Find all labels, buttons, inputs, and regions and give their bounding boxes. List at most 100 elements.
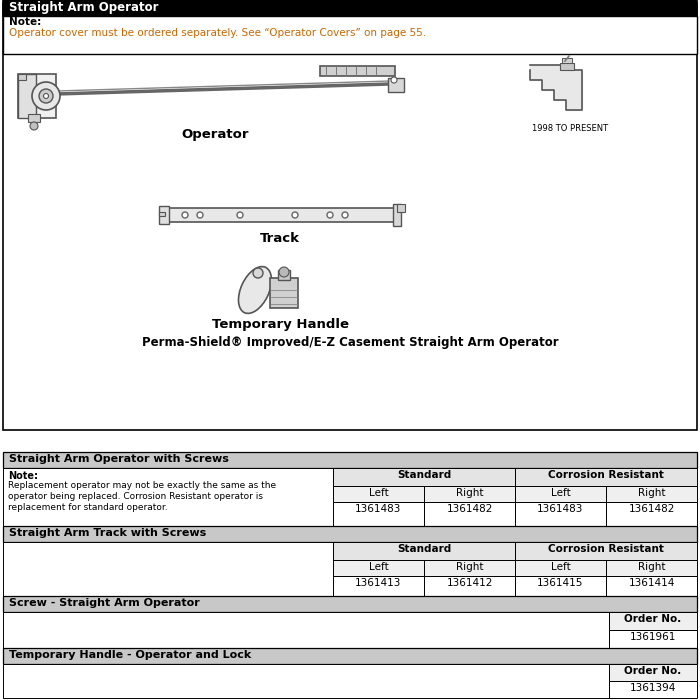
Bar bbox=[515, 560, 606, 576]
Bar bbox=[515, 486, 606, 502]
Text: Straight Arm Track with Screws: Straight Arm Track with Screws bbox=[9, 528, 206, 538]
Bar bbox=[333, 576, 424, 596]
Bar bbox=[606, 576, 697, 596]
Bar bbox=[424, 502, 515, 526]
Text: Perma-Shield® Improved/E-Z Casement Straight Arm Operator: Perma-Shield® Improved/E-Z Casement Stra… bbox=[141, 336, 559, 349]
Bar bbox=[159, 206, 169, 224]
Bar bbox=[388, 78, 404, 92]
Bar bbox=[562, 58, 572, 63]
Text: 1361412: 1361412 bbox=[447, 578, 493, 588]
Circle shape bbox=[32, 82, 60, 110]
Bar bbox=[515, 576, 606, 596]
Bar bbox=[515, 468, 697, 486]
Bar bbox=[609, 681, 697, 698]
Text: Corrosion Resistant: Corrosion Resistant bbox=[548, 470, 664, 480]
Bar bbox=[333, 542, 515, 560]
Circle shape bbox=[327, 212, 333, 218]
Bar bbox=[424, 576, 515, 596]
Text: 1361483: 1361483 bbox=[538, 504, 584, 514]
Text: Left: Left bbox=[551, 488, 570, 498]
Bar bbox=[165, 208, 395, 222]
Text: Right: Right bbox=[638, 562, 665, 572]
Circle shape bbox=[43, 94, 48, 99]
Text: Left: Left bbox=[369, 562, 389, 572]
Bar bbox=[515, 502, 606, 526]
Text: Operator: Operator bbox=[181, 128, 248, 141]
Bar bbox=[18, 74, 56, 118]
Text: 1998 TO PRESENT: 1998 TO PRESENT bbox=[532, 124, 608, 133]
Text: Left: Left bbox=[551, 562, 570, 572]
Bar bbox=[333, 468, 515, 486]
Bar bbox=[3, 0, 697, 16]
Circle shape bbox=[292, 212, 298, 218]
Bar bbox=[28, 114, 40, 122]
Text: Right: Right bbox=[456, 488, 483, 498]
Text: Operator cover must be ordered separately. See “Operator Covers” on page 55.: Operator cover must be ordered separatel… bbox=[9, 28, 426, 38]
Bar bbox=[397, 204, 405, 212]
Bar bbox=[515, 542, 697, 560]
Bar bbox=[609, 664, 697, 681]
Circle shape bbox=[253, 268, 263, 278]
Bar bbox=[3, 596, 697, 612]
Bar bbox=[606, 486, 697, 502]
Text: Straight Arm Operator: Straight Arm Operator bbox=[9, 1, 158, 14]
Text: Right: Right bbox=[456, 562, 483, 572]
Text: Left: Left bbox=[369, 488, 389, 498]
Bar bbox=[3, 526, 697, 542]
Bar bbox=[3, 648, 697, 664]
Text: Temporary Handle - Operator and Lock: Temporary Handle - Operator and Lock bbox=[9, 650, 251, 660]
Bar bbox=[278, 270, 290, 280]
Text: 1361394: 1361394 bbox=[630, 683, 676, 693]
Text: Track: Track bbox=[260, 232, 300, 245]
Text: 1361482: 1361482 bbox=[629, 504, 675, 514]
Circle shape bbox=[39, 89, 53, 103]
Text: 1361961: 1361961 bbox=[630, 632, 676, 642]
Bar bbox=[159, 212, 165, 216]
Text: Temporary Handle: Temporary Handle bbox=[211, 318, 349, 331]
Bar bbox=[3, 3, 697, 430]
Circle shape bbox=[342, 212, 348, 218]
Circle shape bbox=[279, 267, 289, 277]
Text: Note:: Note: bbox=[9, 17, 41, 27]
Bar bbox=[18, 74, 26, 80]
Text: 1361414: 1361414 bbox=[629, 578, 675, 588]
Bar bbox=[320, 66, 395, 76]
Text: Right: Right bbox=[638, 488, 665, 498]
Text: 1361415: 1361415 bbox=[538, 578, 584, 588]
Bar bbox=[333, 560, 424, 576]
Ellipse shape bbox=[239, 267, 272, 314]
Text: Order No.: Order No. bbox=[624, 614, 682, 624]
Bar bbox=[609, 612, 697, 630]
Text: Order No.: Order No. bbox=[624, 666, 682, 676]
Text: Replacement operator may not be exactly the same as the
operator being replaced.: Replacement operator may not be exactly … bbox=[8, 481, 276, 512]
Bar bbox=[3, 542, 333, 596]
Bar bbox=[3, 452, 697, 468]
Text: Standard: Standard bbox=[397, 544, 451, 554]
Circle shape bbox=[237, 212, 243, 218]
Bar bbox=[333, 502, 424, 526]
Bar bbox=[333, 486, 424, 502]
Bar bbox=[606, 560, 697, 576]
Circle shape bbox=[30, 122, 38, 130]
Bar bbox=[560, 63, 574, 70]
Bar bbox=[393, 204, 401, 226]
Text: Note:: Note: bbox=[8, 471, 38, 481]
Text: 1361413: 1361413 bbox=[356, 578, 402, 588]
Circle shape bbox=[182, 212, 188, 218]
Bar bbox=[18, 74, 36, 118]
Text: 1361482: 1361482 bbox=[447, 504, 493, 514]
Text: 1361483: 1361483 bbox=[356, 504, 402, 514]
Bar bbox=[424, 486, 515, 502]
Bar bbox=[270, 278, 298, 308]
Text: Standard: Standard bbox=[397, 470, 451, 480]
Bar bbox=[606, 502, 697, 526]
Text: Corrosion Resistant: Corrosion Resistant bbox=[548, 544, 664, 554]
Text: Screw - Straight Arm Operator: Screw - Straight Arm Operator bbox=[9, 598, 199, 608]
Bar bbox=[424, 560, 515, 576]
Bar bbox=[3, 664, 609, 698]
Bar bbox=[609, 630, 697, 648]
Bar bbox=[3, 468, 333, 526]
Bar bbox=[3, 16, 697, 54]
Bar bbox=[3, 612, 609, 648]
Text: Straight Arm Operator with Screws: Straight Arm Operator with Screws bbox=[9, 454, 229, 464]
